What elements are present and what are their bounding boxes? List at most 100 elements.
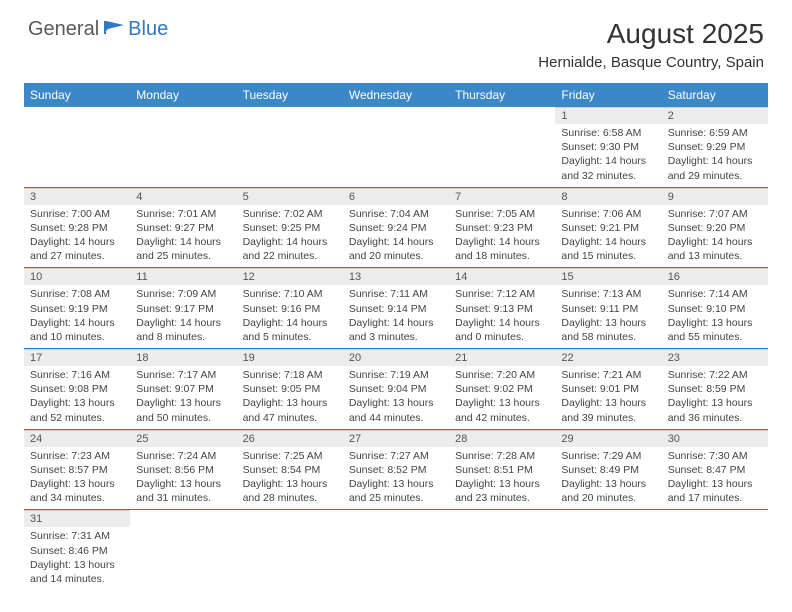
day-details: Sunrise: 7:10 AMSunset: 9:16 PMDaylight:… xyxy=(237,285,343,348)
day-number: 22 xyxy=(555,349,661,366)
sunrise-text: Sunrise: 7:20 AM xyxy=(455,368,549,382)
calendar-day-cell: 18Sunrise: 7:17 AMSunset: 9:07 PMDayligh… xyxy=(130,349,236,430)
sunrise-text: Sunrise: 7:00 AM xyxy=(30,207,124,221)
day-details: Sunrise: 7:18 AMSunset: 9:05 PMDaylight:… xyxy=(237,366,343,429)
sunrise-text: Sunrise: 7:25 AM xyxy=(243,449,337,463)
daylight-text: Daylight: 14 hours and 29 minutes. xyxy=(668,154,762,182)
daylight-text: Daylight: 13 hours and 39 minutes. xyxy=(561,396,655,424)
day-details: Sunrise: 7:25 AMSunset: 8:54 PMDaylight:… xyxy=(237,447,343,510)
sunset-text: Sunset: 9:01 PM xyxy=(561,382,655,396)
calendar-day-cell: 15Sunrise: 7:13 AMSunset: 9:11 PMDayligh… xyxy=(555,268,661,349)
day-details: Sunrise: 7:04 AMSunset: 9:24 PMDaylight:… xyxy=(343,205,449,268)
calendar-day-cell: 31Sunrise: 7:31 AMSunset: 8:46 PMDayligh… xyxy=(24,510,130,590)
calendar-day-cell xyxy=(662,510,768,590)
sunrise-text: Sunrise: 7:16 AM xyxy=(30,368,124,382)
sunset-text: Sunset: 8:51 PM xyxy=(455,463,549,477)
daylight-text: Daylight: 14 hours and 0 minutes. xyxy=(455,316,549,344)
sunrise-text: Sunrise: 7:31 AM xyxy=(30,529,124,543)
calendar-day-cell xyxy=(130,107,236,187)
sunset-text: Sunset: 9:17 PM xyxy=(136,302,230,316)
day-details: Sunrise: 7:19 AMSunset: 9:04 PMDaylight:… xyxy=(343,366,449,429)
daylight-text: Daylight: 13 hours and 52 minutes. xyxy=(30,396,124,424)
day-details: Sunrise: 7:27 AMSunset: 8:52 PMDaylight:… xyxy=(343,447,449,510)
sunset-text: Sunset: 8:59 PM xyxy=(668,382,762,396)
day-number: 6 xyxy=(343,188,449,205)
sunrise-text: Sunrise: 7:28 AM xyxy=(455,449,549,463)
weekday-header: Wednesday xyxy=(343,83,449,107)
daylight-text: Daylight: 13 hours and 44 minutes. xyxy=(349,396,443,424)
day-details: Sunrise: 7:20 AMSunset: 9:02 PMDaylight:… xyxy=(449,366,555,429)
calendar-day-cell xyxy=(555,510,661,590)
calendar-day-cell: 28Sunrise: 7:28 AMSunset: 8:51 PMDayligh… xyxy=(449,429,555,510)
daylight-text: Daylight: 14 hours and 8 minutes. xyxy=(136,316,230,344)
day-details: Sunrise: 7:07 AMSunset: 9:20 PMDaylight:… xyxy=(662,205,768,268)
calendar-day-cell xyxy=(237,510,343,590)
sunrise-text: Sunrise: 7:13 AM xyxy=(561,287,655,301)
calendar-day-cell: 19Sunrise: 7:18 AMSunset: 9:05 PMDayligh… xyxy=(237,349,343,430)
calendar-table: Sunday Monday Tuesday Wednesday Thursday… xyxy=(24,83,768,590)
day-details: Sunrise: 7:13 AMSunset: 9:11 PMDaylight:… xyxy=(555,285,661,348)
sunset-text: Sunset: 9:04 PM xyxy=(349,382,443,396)
sunset-text: Sunset: 9:19 PM xyxy=(30,302,124,316)
brand-part2: Blue xyxy=(128,18,168,41)
day-details: Sunrise: 7:21 AMSunset: 9:01 PMDaylight:… xyxy=(555,366,661,429)
weekday-header: Saturday xyxy=(662,83,768,107)
day-number: 18 xyxy=(130,349,236,366)
calendar-day-cell: 29Sunrise: 7:29 AMSunset: 8:49 PMDayligh… xyxy=(555,429,661,510)
sunrise-text: Sunrise: 7:04 AM xyxy=(349,207,443,221)
day-details: Sunrise: 7:31 AMSunset: 8:46 PMDaylight:… xyxy=(24,527,130,590)
daylight-text: Daylight: 13 hours and 55 minutes. xyxy=(668,316,762,344)
sunrise-text: Sunrise: 7:05 AM xyxy=(455,207,549,221)
calendar-day-cell: 24Sunrise: 7:23 AMSunset: 8:57 PMDayligh… xyxy=(24,429,130,510)
day-details: Sunrise: 7:30 AMSunset: 8:47 PMDaylight:… xyxy=(662,447,768,510)
calendar-day-cell: 13Sunrise: 7:11 AMSunset: 9:14 PMDayligh… xyxy=(343,268,449,349)
daylight-text: Daylight: 13 hours and 25 minutes. xyxy=(349,477,443,505)
sunrise-text: Sunrise: 6:59 AM xyxy=(668,126,762,140)
day-number: 27 xyxy=(343,430,449,447)
sunset-text: Sunset: 8:57 PM xyxy=(30,463,124,477)
calendar-day-cell: 1Sunrise: 6:58 AMSunset: 9:30 PMDaylight… xyxy=(555,107,661,187)
calendar-day-cell xyxy=(343,510,449,590)
day-number: 13 xyxy=(343,268,449,285)
sunrise-text: Sunrise: 7:01 AM xyxy=(136,207,230,221)
calendar-day-cell: 25Sunrise: 7:24 AMSunset: 8:56 PMDayligh… xyxy=(130,429,236,510)
day-number: 12 xyxy=(237,268,343,285)
brand-part1: General xyxy=(28,18,99,41)
weekday-header: Friday xyxy=(555,83,661,107)
day-details: Sunrise: 7:22 AMSunset: 8:59 PMDaylight:… xyxy=(662,366,768,429)
sunrise-text: Sunrise: 7:08 AM xyxy=(30,287,124,301)
calendar-day-cell: 10Sunrise: 7:08 AMSunset: 9:19 PMDayligh… xyxy=(24,268,130,349)
calendar-day-cell: 12Sunrise: 7:10 AMSunset: 9:16 PMDayligh… xyxy=(237,268,343,349)
brand-logo: General Blue xyxy=(28,18,168,41)
day-number: 1 xyxy=(555,107,661,124)
calendar-day-cell: 3Sunrise: 7:00 AMSunset: 9:28 PMDaylight… xyxy=(24,187,130,268)
sunrise-text: Sunrise: 7:06 AM xyxy=(561,207,655,221)
calendar-week-row: 3Sunrise: 7:00 AMSunset: 9:28 PMDaylight… xyxy=(24,187,768,268)
daylight-text: Daylight: 13 hours and 14 minutes. xyxy=(30,558,124,586)
daylight-text: Daylight: 14 hours and 32 minutes. xyxy=(561,154,655,182)
sunset-text: Sunset: 9:08 PM xyxy=(30,382,124,396)
day-number: 2 xyxy=(662,107,768,124)
day-number: 23 xyxy=(662,349,768,366)
day-details: Sunrise: 7:05 AMSunset: 9:23 PMDaylight:… xyxy=(449,205,555,268)
day-number: 20 xyxy=(343,349,449,366)
day-details: Sunrise: 7:09 AMSunset: 9:17 PMDaylight:… xyxy=(130,285,236,348)
day-number: 9 xyxy=(662,188,768,205)
month-title: August 2025 xyxy=(538,18,764,50)
sunset-text: Sunset: 8:54 PM xyxy=(243,463,337,477)
daylight-text: Daylight: 13 hours and 23 minutes. xyxy=(455,477,549,505)
daylight-text: Daylight: 13 hours and 58 minutes. xyxy=(561,316,655,344)
sunrise-text: Sunrise: 7:07 AM xyxy=(668,207,762,221)
sunrise-text: Sunrise: 7:02 AM xyxy=(243,207,337,221)
sunset-text: Sunset: 8:49 PM xyxy=(561,463,655,477)
day-details: Sunrise: 7:11 AMSunset: 9:14 PMDaylight:… xyxy=(343,285,449,348)
day-number: 3 xyxy=(24,188,130,205)
calendar-day-cell: 23Sunrise: 7:22 AMSunset: 8:59 PMDayligh… xyxy=(662,349,768,430)
weekday-header: Sunday xyxy=(24,83,130,107)
day-number: 25 xyxy=(130,430,236,447)
sunrise-text: Sunrise: 7:22 AM xyxy=(668,368,762,382)
daylight-text: Daylight: 14 hours and 18 minutes. xyxy=(455,235,549,263)
daylight-text: Daylight: 13 hours and 34 minutes. xyxy=(30,477,124,505)
calendar-day-cell xyxy=(449,510,555,590)
calendar-day-cell xyxy=(130,510,236,590)
